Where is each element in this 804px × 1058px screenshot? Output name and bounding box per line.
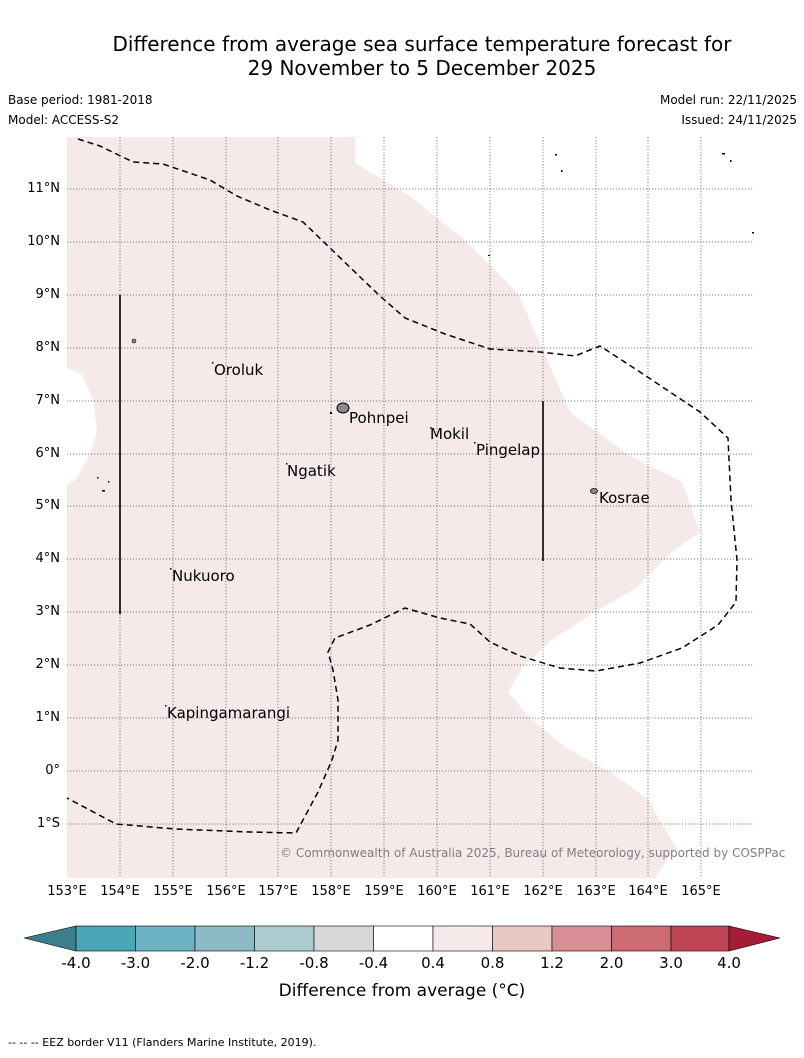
base-period: Base period: 1981-2018 <box>8 93 153 107</box>
lon-label: 163°E <box>576 884 616 899</box>
issued-date: Issued: 24/11/2025 <box>681 113 797 127</box>
colorbar-segment <box>135 925 196 952</box>
place-label-nukuoro: Nukuoro <box>172 567 235 585</box>
colorbar-tick: 1.2 <box>540 954 564 972</box>
colorbar-segment <box>670 925 730 952</box>
colorbar-segment <box>611 925 672 952</box>
colorbar-label: Difference from average (°C) <box>278 981 526 1001</box>
atoll-icon <box>131 338 137 344</box>
colorbar-segment <box>432 925 493 952</box>
colorbar-tick: -2.0 <box>180 954 210 972</box>
lat-label: 7°N <box>35 393 61 408</box>
place-label-pingelap: Pingelap <box>476 441 541 459</box>
lon-label: 160°E <box>417 884 457 899</box>
lat-label: 2°N <box>35 657 61 672</box>
lat-label: 8°N <box>35 340 61 355</box>
pohnpei-island-icon <box>336 402 350 414</box>
colorbar-segment <box>492 925 553 952</box>
lon-label: 157°E <box>258 884 298 899</box>
lat-label: 10°N <box>27 234 60 249</box>
colorbar-tick: 2.0 <box>599 954 624 972</box>
lon-label: 158°E <box>311 884 351 899</box>
title-line-2: 29 November to 5 December 2025 <box>247 56 597 80</box>
lon-label: 162°E <box>523 884 563 899</box>
colorbar-segment <box>313 925 374 952</box>
place-label-pohnpei: Pohnpei <box>349 409 409 427</box>
colorbar-segment <box>254 925 315 952</box>
lat-label: 5°N <box>35 498 61 513</box>
lon-label: 159°E <box>364 884 404 899</box>
colorbar-tick: 3.0 <box>659 954 683 972</box>
lon-label: 165°E <box>681 884 721 899</box>
lon-label: 156°E <box>206 884 246 899</box>
lat-label: 9°N <box>35 287 61 302</box>
colorbar <box>23 925 781 952</box>
place-label-ngatik: Ngatik <box>287 462 336 480</box>
colorbar-tick: -0.4 <box>358 954 389 972</box>
place-label-kosrae: Kosrae <box>599 489 650 507</box>
colorbar-tick: -1.2 <box>239 954 270 972</box>
colorbar-arrow-low <box>23 925 77 952</box>
colorbar-tick: -3.0 <box>120 954 151 972</box>
lat-label: 3°N <box>35 604 61 619</box>
lon-label: 154°E <box>100 884 140 899</box>
colorbar-tick: 0.8 <box>480 954 505 972</box>
lon-label: 161°E <box>470 884 510 899</box>
small-island-dots <box>97 153 754 707</box>
eez-legend-note: -- -- -- EEZ border V11 (Flanders Marine… <box>8 1036 317 1049</box>
lat-label: 0° <box>45 763 60 778</box>
colorbar-segment <box>194 925 255 952</box>
colorbar-segment <box>75 925 136 952</box>
anomaly-region <box>67 137 700 878</box>
place-label-oroluk: Oroluk <box>214 361 264 379</box>
colorbar-tick: 4.0 <box>717 954 741 972</box>
model-name: Model: ACCESS-S2 <box>8 113 120 127</box>
colorbar-tick: -4.0 <box>61 954 91 972</box>
lat-label: 6°N <box>35 446 61 461</box>
copyright-notice: © Commonwealth of Australia 2025, Bureau… <box>280 846 786 860</box>
lat-label: 1°S <box>36 816 60 831</box>
lon-label: 153°E <box>47 884 87 899</box>
kosrae-island-icon <box>590 488 598 494</box>
place-label-kapingamarangi: Kapingamarangi <box>167 704 291 722</box>
chart-title: Difference from average sea surface temp… <box>0 32 804 80</box>
lon-label: 164°E <box>628 884 668 899</box>
colorbar-tick: -0.8 <box>299 954 329 972</box>
colorbar-tick: 0.4 <box>421 954 445 972</box>
gridlines <box>67 137 754 878</box>
lon-label: 155°E <box>153 884 193 899</box>
lat-label: 11°N <box>27 181 60 196</box>
eez-border <box>66 138 738 834</box>
colorbar-arrow-high <box>728 925 781 952</box>
colorbar-segment <box>551 925 612 952</box>
lat-label: 1°N <box>35 710 61 725</box>
lat-label: 4°N <box>35 551 61 566</box>
colorbar-segment <box>373 925 434 952</box>
title-line-1: Difference from average sea surface temp… <box>112 32 732 56</box>
place-label-mokil: Mokil <box>430 425 470 443</box>
model-run: Model run: 22/11/2025 <box>659 93 797 107</box>
